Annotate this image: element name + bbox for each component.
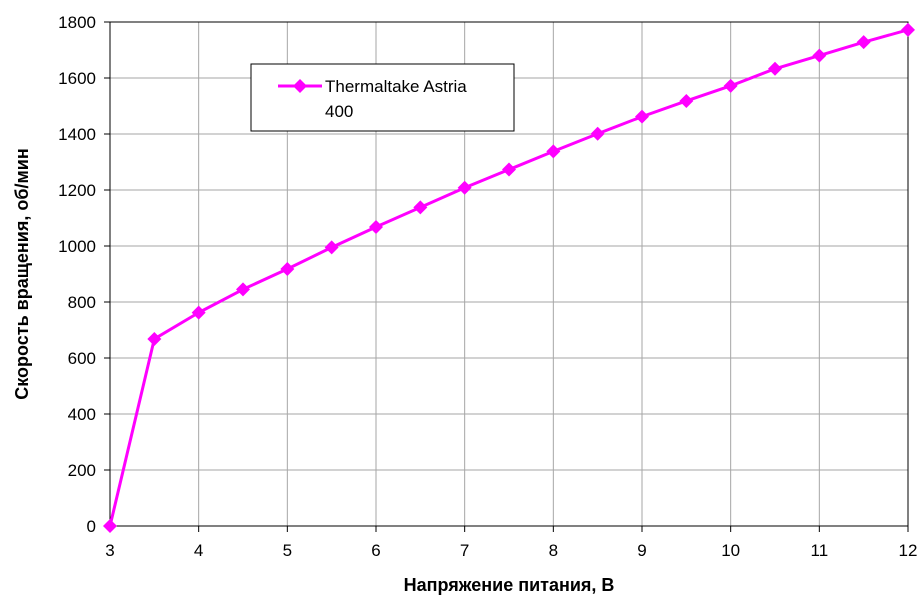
x-tick-label: 5 [283, 541, 292, 560]
data-point-marker [502, 162, 516, 177]
y-tick-label: 400 [68, 405, 96, 424]
data-point-marker [369, 219, 383, 234]
x-tick-label: 10 [721, 541, 740, 560]
data-point-marker [191, 305, 206, 320]
x-tick-label: 8 [549, 541, 558, 560]
y-axis-title: Скорость вращения, об/мин [12, 148, 32, 400]
x-tick-label: 7 [460, 541, 469, 560]
x-tick-label: 3 [105, 541, 114, 560]
data-point-marker [679, 93, 694, 108]
data-point-marker [723, 78, 738, 93]
x-tick-label: 9 [637, 541, 646, 560]
y-tick-label: 1800 [58, 13, 96, 32]
legend-label-line-2: 400 [325, 102, 353, 121]
x-tick-labels: 3 4 5 6 7 8 9 10 11 12 [105, 541, 917, 560]
y-tick-label: 1200 [58, 181, 96, 200]
x-tick-label: 11 [811, 541, 829, 560]
series-layer [103, 22, 915, 533]
x-tick-label: 12 [899, 541, 918, 560]
data-point-marker [768, 61, 782, 76]
y-tick-labels: 0 200 400 600 800 1000 1200 1400 1600 1800 [58, 13, 96, 536]
legend-label-line-1: Thermaltake Astria [325, 77, 467, 96]
legend-series-marker [293, 79, 307, 93]
y-tick-label: 800 [68, 293, 96, 312]
data-point-marker [856, 35, 871, 50]
plot-area-frame [109, 21, 909, 527]
data-point-marker [280, 261, 295, 276]
y-tick-label: 1000 [58, 237, 96, 256]
x-tick-label: 6 [371, 541, 380, 560]
data-point-marker [103, 519, 117, 533]
y-tick-label: 600 [68, 349, 96, 368]
y-tick-label: 1400 [58, 125, 96, 144]
y-tick-label: 200 [68, 461, 96, 480]
data-point-marker [635, 109, 649, 124]
x-tick-label: 4 [194, 541, 203, 560]
data-point-marker [457, 180, 472, 195]
data-point-marker [324, 240, 339, 255]
data-point-marker [901, 22, 915, 37]
data-point-marker [812, 48, 827, 63]
legend-box [250, 63, 515, 132]
y-tick-label: 1600 [58, 69, 96, 88]
data-point-marker [236, 282, 250, 297]
legend: Thermaltake Astria 400 [250, 63, 515, 132]
data-point-marker [147, 331, 162, 346]
data-point-marker [590, 126, 605, 141]
data-point-marker [546, 144, 561, 159]
x-axis-title: Напряжение питания, В [404, 575, 615, 595]
data-point-marker [413, 200, 428, 215]
y-tick-label: 0 [87, 517, 96, 536]
